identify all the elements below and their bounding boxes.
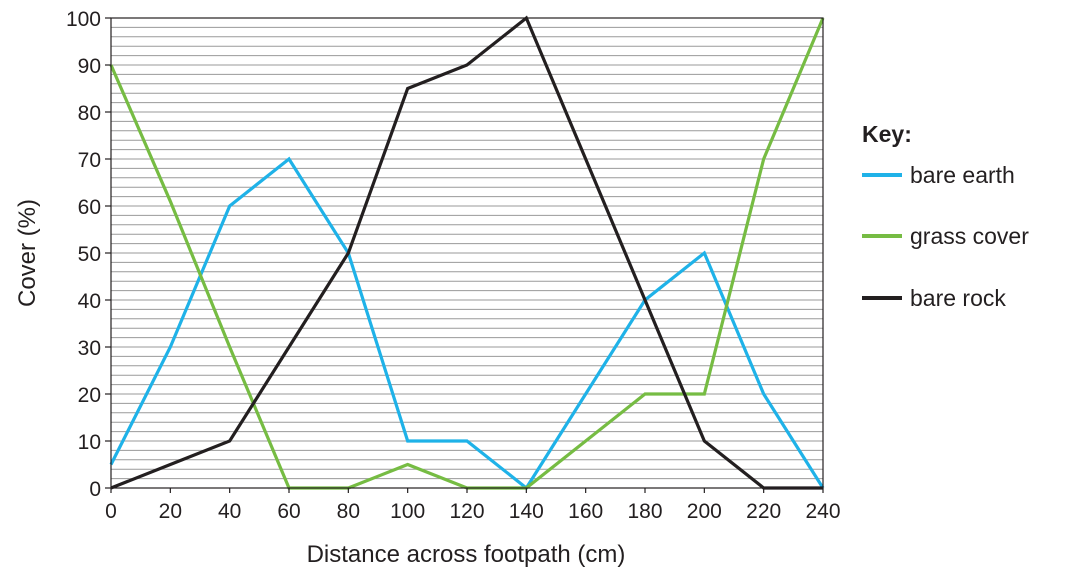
x-tick-label: 220 <box>746 500 781 523</box>
x-tick-label: 60 <box>277 500 300 523</box>
x-tick-label: 240 <box>805 500 840 523</box>
legend-entry-bare-earth: bare earth <box>862 160 1082 190</box>
legend-swatch-grass-cover <box>862 234 902 238</box>
x-tick-label: 180 <box>627 500 662 523</box>
y-axis-label: Cover (%) <box>14 199 41 307</box>
x-tick-label: 120 <box>449 500 484 523</box>
grid-lines <box>111 26 823 480</box>
legend-entry-grass-cover: grass cover <box>862 221 1082 251</box>
legend-entry-bare-rock: bare rock <box>862 283 1082 313</box>
x-tick-label: 140 <box>509 500 544 523</box>
legend-label-bare-earth: bare earth <box>910 161 1015 188</box>
legend-label-grass-cover: grass cover <box>910 222 1029 249</box>
y-tick-label: 0 <box>89 478 101 501</box>
y-tick-label: 60 <box>78 196 101 219</box>
y-tick-label: 40 <box>78 290 101 313</box>
tick-labels: 0 10 20 30 40 50 60 70 80 90 100 0 20 40 60 80 100 120 140… <box>66 8 841 523</box>
legend-label-bare-rock: bare rock <box>910 284 1006 311</box>
y-tick-label: 100 <box>66 8 101 31</box>
y-tick-label: 70 <box>78 149 101 172</box>
x-tick-label: 40 <box>218 500 241 523</box>
x-tick-label: 100 <box>390 500 425 523</box>
series-line-bare-rock <box>110 15 823 490</box>
x-axis-label: Distance across footpath (cm) <box>307 541 626 568</box>
y-tick-label: 50 <box>78 243 101 266</box>
x-tick-label: 80 <box>337 500 360 523</box>
legend-swatch-bare-rock <box>862 296 902 300</box>
y-tick-label: 20 <box>78 384 101 407</box>
series-line-bare-earth <box>109 156 825 491</box>
x-tick-label: 200 <box>687 500 722 523</box>
y-tick-label: 10 <box>78 431 101 454</box>
y-tick-label: 30 <box>78 337 101 360</box>
y-tick-label: 80 <box>78 102 101 125</box>
x-tick-label: 160 <box>568 500 603 523</box>
legend: Key: bare earth grass cover bare rock <box>862 120 1082 345</box>
legend-title: Key: <box>862 121 912 147</box>
y-tick-label: 90 <box>78 55 101 78</box>
x-tick-label: 20 <box>159 500 182 523</box>
x-tick-label: 0 <box>105 500 117 523</box>
legend-swatch-bare-earth <box>862 173 902 177</box>
